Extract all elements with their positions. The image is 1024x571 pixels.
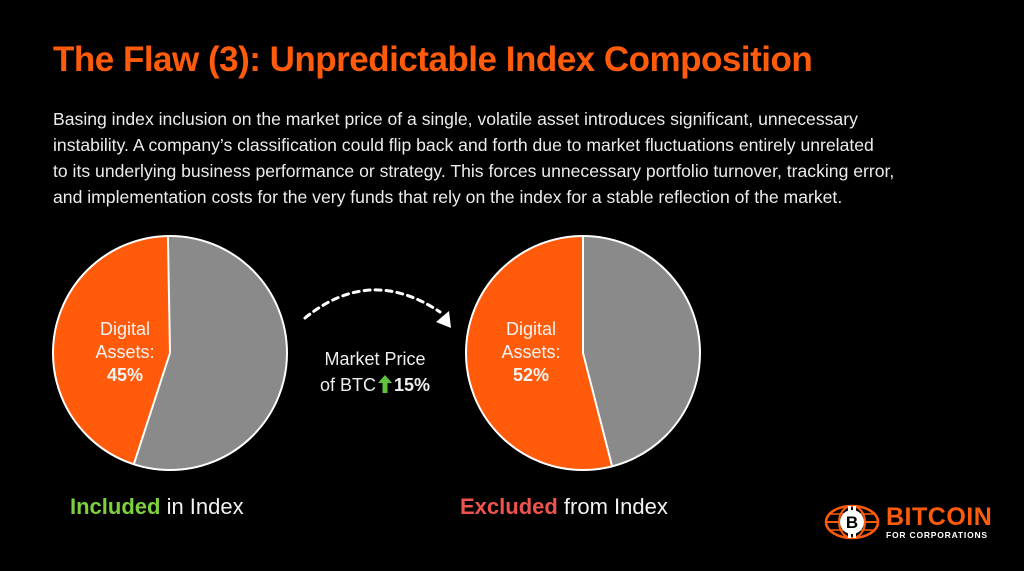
left-pie-chart	[52, 235, 288, 471]
body-line: instability. A company’s classification …	[53, 135, 874, 155]
bitcoin-for-corporations-logo: B BITCOIN FOR CORPORATIONS	[824, 503, 992, 541]
slide-body-text: Basing index inclusion on the market pri…	[53, 106, 993, 210]
right-caption: Excluded from Index	[460, 494, 668, 520]
right-pie-value: 52%	[512, 365, 550, 385]
left-pie-value: 45%	[106, 365, 144, 385]
right-pie-chart	[465, 235, 701, 471]
transition-change: 15%	[393, 375, 431, 395]
up-arrow-icon	[377, 374, 392, 400]
left-pie-label-line2: Assets:	[95, 342, 155, 362]
transition-label: Market Price of BTC 15%	[305, 346, 445, 400]
body-line: Basing index inclusion on the market pri…	[53, 109, 858, 129]
left-pie-label-line1: Digital	[99, 319, 151, 339]
left-pie-digital-assets-slice	[52, 235, 171, 465]
included-highlight: Included	[70, 494, 161, 519]
body-line: to its underlying business performance o…	[53, 161, 895, 181]
globe-bitcoin-icon: B	[824, 504, 880, 540]
right-caption-rest: from Index	[557, 494, 668, 519]
logo-name: BITCOIN	[886, 502, 993, 531]
right-pie-digital-assets-slice	[465, 235, 613, 470]
svg-text:B: B	[846, 513, 858, 532]
right-pie-label-line1: Digital	[505, 319, 557, 339]
left-pie-label: Digital Assets: 45%	[70, 318, 180, 387]
logo-tagline: FOR CORPORATIONS	[886, 529, 988, 540]
transition-line1: Market Price	[324, 349, 426, 369]
transition-arrow-icon	[303, 288, 451, 328]
right-pie-label-line2: Assets:	[501, 342, 561, 362]
transition-line2: of BTC 15%	[305, 372, 445, 400]
left-caption-rest: in Index	[160, 494, 244, 519]
slide-title: The Flaw (3): Unpredictable Index Compos…	[53, 40, 813, 79]
excluded-highlight: Excluded	[460, 494, 558, 519]
right-pie-label: Digital Assets: 52%	[476, 318, 586, 387]
body-line: and implementation costs for the very fu…	[53, 187, 843, 207]
transition-prefix: of BTC	[319, 375, 376, 395]
left-caption: Included in Index	[70, 494, 244, 520]
